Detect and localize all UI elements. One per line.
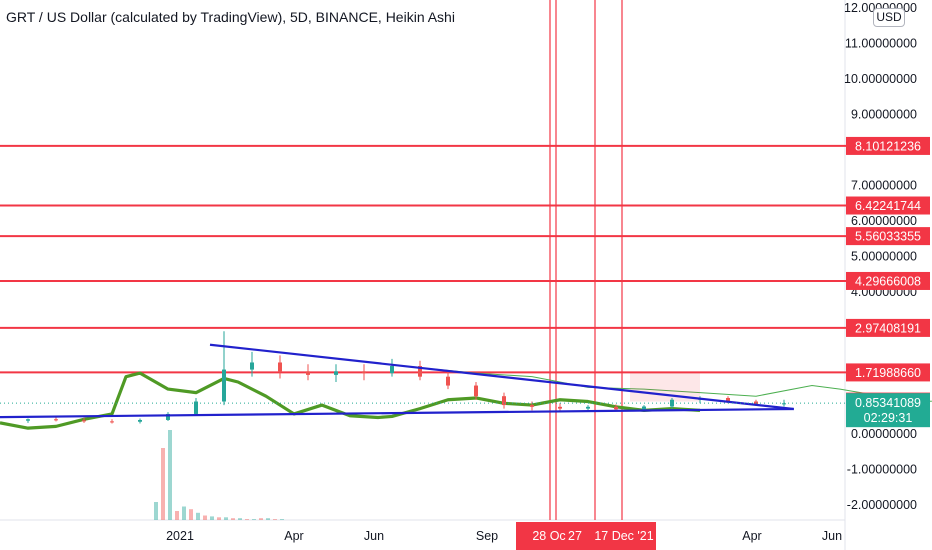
candle-body: [782, 403, 786, 405]
highlighted-time-label: 17 Dec '21: [594, 529, 653, 543]
candle-body: [390, 366, 394, 374]
price-tick-label: 9.00000000: [851, 108, 917, 122]
highlighted-time-label: 28 Oc: [532, 529, 565, 543]
candle-body: [54, 419, 58, 421]
plot-background: [0, 0, 845, 550]
time-tick-label: Apr: [742, 529, 761, 543]
volume-bar: [217, 517, 221, 520]
level-price-tag[interactable]: [846, 196, 930, 215]
volume-bar: [224, 517, 228, 520]
volume-bar: [168, 430, 172, 520]
level-price-label: 6.42241744: [855, 199, 921, 213]
candle-body: [82, 420, 86, 422]
time-tick-label: Sep: [476, 529, 498, 543]
level-price-tag[interactable]: [846, 363, 930, 382]
time-tick-label: Jun: [822, 529, 842, 543]
candle-body: [614, 406, 618, 410]
price-tick-label: 0.00000000: [851, 427, 917, 441]
candle-body: [642, 406, 646, 410]
candle-body: [474, 385, 478, 397]
currency-button[interactable]: USD: [873, 8, 905, 27]
level-price-label: 4.29666008: [855, 274, 921, 288]
price-tick-label: 11.00000000: [845, 37, 917, 51]
volume-bar: [175, 511, 179, 520]
volume-bar: [259, 518, 263, 520]
candle-body: [194, 401, 198, 414]
volume-bar: [245, 519, 249, 520]
level-price-tag[interactable]: [846, 227, 930, 246]
oscillator-line: [0, 371, 701, 430]
candle-body: [530, 405, 534, 407]
volume-bar: [161, 448, 165, 520]
time-tick-label: 2021: [166, 529, 194, 543]
candle-body: [306, 371, 310, 375]
time-tick-label: Jun: [364, 529, 384, 543]
volume-bar: [238, 518, 242, 520]
candle-body: [166, 413, 170, 420]
trendline-descending[interactable]: [209, 343, 794, 411]
volume-bar: [273, 519, 277, 520]
candle-body: [222, 369, 226, 402]
price-tick-label: -1.00000000: [847, 462, 917, 476]
volume-bar: [189, 509, 193, 520]
level-price-label: 5.56033355: [855, 230, 921, 244]
chart-title: GRT / US Dollar (calculated by TradingVi…: [6, 9, 455, 25]
level-price-label: 2.97408191: [855, 321, 921, 335]
level-price-label: 8.10121236: [855, 139, 921, 153]
volume-bar: [266, 518, 270, 520]
volume-bar: [203, 515, 207, 520]
trendline-base[interactable]: [0, 407, 794, 419]
level-price-label: 1.71988660: [855, 366, 921, 380]
candle-body: [250, 362, 254, 370]
current-price-tag[interactable]: [846, 393, 930, 428]
volume-bar: [252, 519, 256, 520]
candle-body: [446, 376, 450, 386]
volume-bar: [154, 502, 158, 520]
price-tick-label: 5.00000000: [851, 250, 917, 264]
candle-body: [26, 419, 30, 421]
level-price-tag[interactable]: [846, 271, 930, 290]
candle-body: [558, 406, 562, 409]
candle-body: [138, 419, 142, 422]
candle-body: [502, 396, 506, 406]
candle-body: [110, 421, 114, 423]
volume-bar: [182, 506, 186, 520]
volume-bar: [196, 512, 200, 520]
volume-bar: [280, 519, 284, 520]
candle-body: [334, 371, 338, 375]
time-tick-label: Apr: [284, 529, 303, 543]
level-price-tag[interactable]: [846, 318, 930, 337]
candle-body: [586, 406, 590, 409]
candle-body: [726, 397, 730, 402]
candle-body: [278, 362, 282, 372]
volume-bar: [231, 518, 235, 520]
candle-body: [418, 366, 422, 377]
price-tick-label: -2.00000000: [847, 498, 917, 512]
highlighted-time-label: 27: [568, 529, 582, 543]
level-price-tag[interactable]: [846, 136, 930, 155]
volume-bar: [210, 516, 214, 520]
price-tick-label: 6.00000000: [851, 214, 917, 228]
current-price-label: 0.85341089: [855, 396, 921, 410]
price-tick-label: 7.00000000: [851, 179, 917, 193]
candle-body: [362, 371, 366, 374]
countdown-label: 02:29:31: [864, 411, 913, 425]
price-tick-label: 10.00000000: [844, 72, 917, 86]
highlighted-time-range[interactable]: [516, 522, 656, 550]
